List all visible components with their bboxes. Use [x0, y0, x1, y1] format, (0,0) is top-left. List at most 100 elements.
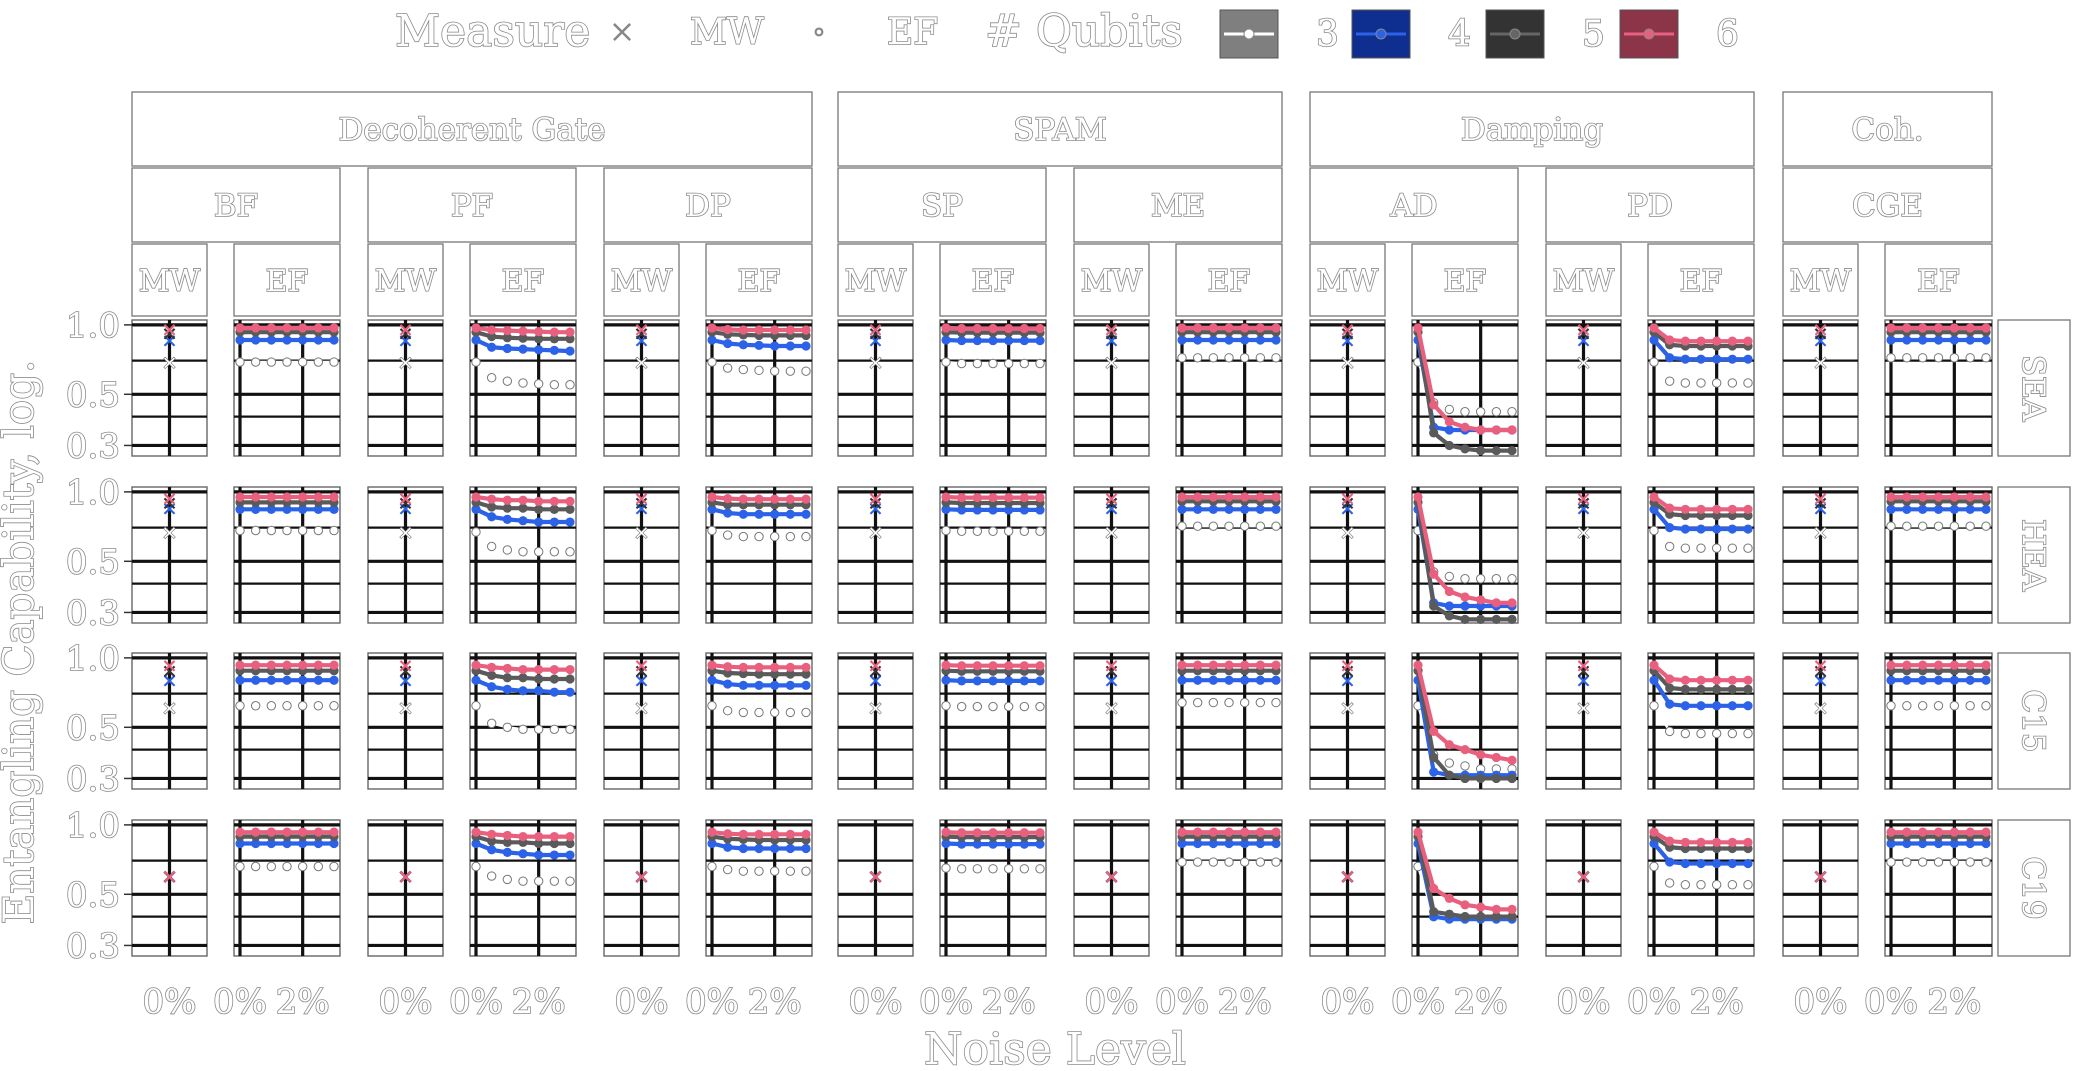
ef-point-6q — [957, 492, 967, 503]
ef-point-4q — [471, 504, 481, 514]
ef-point-3q — [502, 545, 513, 555]
mw-point-6q: × — [1575, 864, 1592, 888]
ef-point-4q — [1886, 675, 1896, 685]
ef-point-3q — [1727, 728, 1738, 739]
ef-point-3q — [972, 358, 983, 369]
ef-point-4q — [1933, 838, 1944, 849]
ef-point-3q — [1743, 880, 1753, 890]
ef-point-4q — [1727, 524, 1737, 534]
ef-point-6q — [549, 496, 559, 506]
ef-point-4q — [1177, 675, 1187, 685]
mw-point-5q: × — [1575, 659, 1592, 683]
ef-point-3q — [956, 864, 967, 874]
ef-point-5q — [487, 836, 497, 846]
mw-point-6q: × — [633, 486, 650, 510]
axes: 1.0 0.5 0.3 1.0 0.5 0.3 1.0 0.5 0.3 1.0 0.5 0.3 0% 0%… — [65, 305, 1982, 1023]
ef-point-6q — [941, 827, 951, 837]
mw-point-5q: × — [633, 321, 650, 345]
ef-point-6q — [754, 325, 764, 335]
mw-point-6q: × — [1812, 864, 1829, 888]
ef-point-3q — [1271, 521, 1281, 531]
ef-point-4q — [565, 687, 575, 697]
ef-point-3q — [738, 866, 749, 876]
ef-point-4q — [282, 504, 292, 514]
ef-point-6q — [1886, 492, 1896, 502]
mw-point-6q: × — [397, 653, 414, 677]
strip-pd-mw: MW — [1553, 264, 1615, 299]
ef-point-4q — [1696, 524, 1706, 534]
ef-point-3q — [1255, 353, 1266, 363]
ef-point-6q — [1224, 660, 1234, 670]
ef-point-6q — [1429, 883, 1439, 894]
mw-point-6q: × — [1339, 653, 1356, 677]
mw-point-5q: × — [1339, 321, 1356, 345]
panel-c19-sp-mw: ×××× — [837, 819, 914, 957]
mw-point-5q: × — [397, 659, 414, 683]
ef-point-5q — [565, 334, 575, 344]
ef-point-3q — [1224, 857, 1234, 867]
ef-point-4q — [1712, 701, 1722, 711]
ef-point-6q — [1902, 827, 1912, 837]
ef-point-6q — [1444, 740, 1454, 750]
mw-point-5q: × — [1339, 659, 1356, 683]
xtick-me-mw: 0% — [1085, 982, 1139, 1022]
mw-point-6q: × — [633, 317, 650, 341]
ef-point-6q — [235, 492, 245, 502]
ef-point-5q — [1476, 445, 1486, 456]
legend-key-dot-6 — [1643, 28, 1655, 40]
ef-point-3q — [754, 531, 764, 542]
panel-c15-dp-mw: ×××× — [603, 652, 680, 790]
ef-point-4q — [1649, 838, 1659, 849]
mw-point-3q: × — [397, 864, 414, 888]
ef-point-4q — [565, 346, 575, 356]
ef-point-4q — [1224, 335, 1234, 345]
ef-point-5q — [1507, 445, 1517, 456]
ef-point-4q — [534, 850, 544, 860]
ef-point-3q — [250, 525, 261, 536]
ytick-hea-0.5: 0.5 — [66, 542, 120, 582]
strip-sp-box — [837, 167, 1047, 243]
panel-sea-cge-mw: ×××× — [1782, 317, 1859, 457]
ef-point-6q — [1271, 827, 1281, 837]
xtick-pd-mw: 0% — [1557, 982, 1611, 1022]
ef-point-6q — [266, 492, 276, 502]
ef-point-4q — [1208, 838, 1218, 849]
ef-point-6q — [298, 660, 308, 670]
mw-point-3q: × — [1575, 520, 1592, 544]
ef-point-6q — [518, 831, 528, 842]
ef-point-4q — [313, 504, 323, 514]
ytick-sea-0.5: 0.5 — [66, 375, 120, 415]
ef-point-5q — [1507, 614, 1517, 624]
ef-point-4q — [298, 675, 308, 685]
mw-point-4q: × — [1339, 496, 1356, 520]
ef-point-3q — [1239, 353, 1250, 363]
mw-point-5q: × — [633, 864, 650, 888]
ef-point-6q — [1918, 827, 1928, 837]
ef-point-3q — [282, 525, 292, 536]
ef-point-3q — [1664, 376, 1675, 386]
ef-point-3q — [1460, 761, 1470, 771]
strip-cge-mw: MW — [1790, 264, 1852, 299]
ef-point-4q — [1271, 335, 1281, 345]
ef-point-4q — [738, 340, 748, 350]
ef-point-3q — [1475, 574, 1486, 584]
ef-point-6q — [1507, 755, 1517, 765]
mw-point-5q: × — [397, 864, 414, 888]
mw-point-3q: × — [397, 520, 414, 544]
ef-point-5q — [1476, 773, 1486, 784]
ef-point-4q — [941, 675, 951, 685]
mw-point-3q: × — [1575, 350, 1592, 374]
ef-point-6q — [329, 323, 339, 333]
ef-point-6q — [549, 664, 559, 675]
panel-hea-cge-ef — [1884, 486, 1993, 624]
ef-point-6q — [1271, 660, 1281, 670]
ef-point-4q — [549, 345, 559, 356]
ef-point-6q — [1035, 661, 1045, 671]
ef-point-6q — [957, 323, 967, 334]
ef-point-6q — [1649, 492, 1659, 502]
ef-point-3q — [1192, 857, 1203, 867]
xtick-pf-ef-2: 2% — [512, 982, 566, 1022]
ef-point-3q — [738, 531, 749, 542]
mw-point-5q: × — [1575, 490, 1592, 514]
ef-point-3q — [518, 547, 528, 557]
